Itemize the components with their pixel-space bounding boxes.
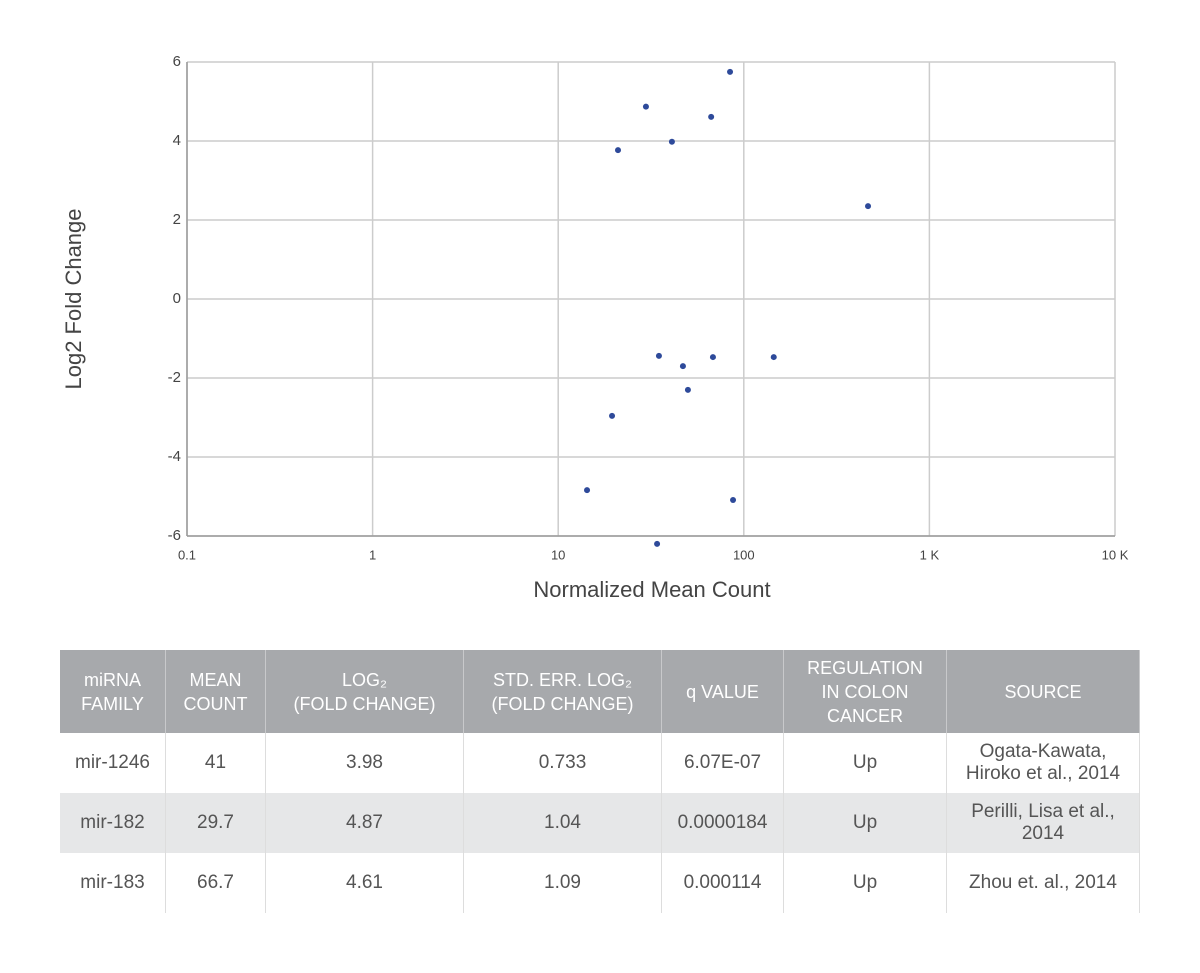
column-header: REGULATION IN COLON CANCER <box>783 650 947 733</box>
point <box>679 363 686 370</box>
point <box>615 147 622 154</box>
table-cell: Up <box>783 733 947 793</box>
y-tick-label: -2 <box>168 369 181 386</box>
table-cell: 4.87 <box>265 793 464 853</box>
table-cell: 0.733 <box>463 733 662 793</box>
point <box>609 412 616 419</box>
table-cell: 66.7 <box>165 853 266 913</box>
table-cell: Up <box>783 793 947 853</box>
table-cell: 4.61 <box>265 853 464 913</box>
point <box>654 540 661 547</box>
table-cell: 1.09 <box>463 853 662 913</box>
point <box>865 203 872 210</box>
table-cell: Zhou et. al., 2014 <box>946 853 1140 913</box>
table-cell: mir-182 <box>60 793 166 853</box>
y-tick-label: 4 <box>173 132 181 149</box>
column-header: SOURCE <box>946 650 1140 733</box>
table-row: mir-183 66.7 4.61 1.09 0.000114 Up Zhou et. al… <box>60 853 1140 913</box>
column-header: miRNA FAMILY <box>60 650 166 733</box>
y-tick-label: 6 <box>173 53 181 70</box>
point <box>709 354 716 361</box>
point <box>655 352 662 359</box>
x-tick-label: 10 <box>551 547 565 562</box>
y-tick-label: -4 <box>168 448 181 465</box>
table-cell: 0.000114 <box>661 853 784 913</box>
table-row: mir-182 29.7 4.87 1.04 0.0000184 Up Perilli, L… <box>60 793 1140 853</box>
table-cell: 6.07E-07 <box>661 733 784 793</box>
table-cell: 41 <box>165 733 266 793</box>
y-tick-label: 0 <box>173 290 181 307</box>
column-header: MEAN COUNT <box>165 650 266 733</box>
x-tick-label: 1 <box>369 547 376 562</box>
column-header: STD. ERR. LOG₂ (FOLD CHANGE) <box>463 650 662 733</box>
point <box>770 354 777 361</box>
point <box>730 497 737 504</box>
x-axis-label: Normalized Mean Count <box>533 577 770 602</box>
x-tick-label: 1 K <box>920 547 940 562</box>
point <box>668 138 675 145</box>
table-row: mir-1246 41 3.98 0.733 6.07E-07 Up Ogata-Kawat… <box>60 733 1140 793</box>
table-cell: 1.04 <box>463 793 662 853</box>
point <box>727 68 734 75</box>
column-header: LOG₂ (FOLD CHANGE) <box>265 650 464 733</box>
x-tick-label: 10 K <box>1102 547 1129 562</box>
header-row: miRNA FAMILY MEAN COUNT LOG₂ (FOLD CHANGE)… <box>60 650 1140 733</box>
table-cell: mir-183 <box>60 853 166 913</box>
data-table: miRNA FAMILY MEAN COUNT LOG₂ (FOLD CHANGE)… <box>60 650 1140 913</box>
table-cell: 3.98 <box>265 733 464 793</box>
table-cell: Ogata-Kawata, Hiroko et al., 2014 <box>946 733 1140 793</box>
table-cell: mir-1246 <box>60 733 166 793</box>
table-cell: Up <box>783 853 947 913</box>
y-tick-label: -6 <box>168 527 181 544</box>
y-tick-label: 2 <box>173 211 181 228</box>
point <box>642 103 649 110</box>
point <box>584 487 591 494</box>
point <box>684 386 691 393</box>
table-cell: 0.0000184 <box>661 793 784 853</box>
table-cell: 29.7 <box>165 793 266 853</box>
column-header: q VALUE <box>661 650 784 733</box>
point <box>708 113 715 120</box>
x-tick-label: 100 <box>733 547 755 562</box>
x-tick-label: 0.1 <box>178 547 196 562</box>
table-cell: Perilli, Lisa et al., 2014 <box>946 793 1140 853</box>
chart: Normalized Mean Count Log2 Fold Change -… <box>61 53 1129 602</box>
table-body: mir-1246 41 3.98 0.733 6.07E-07 Up Ogata-Kawat… <box>60 733 1140 913</box>
y-axis-label: Log2 Fold Change <box>61 208 86 389</box>
